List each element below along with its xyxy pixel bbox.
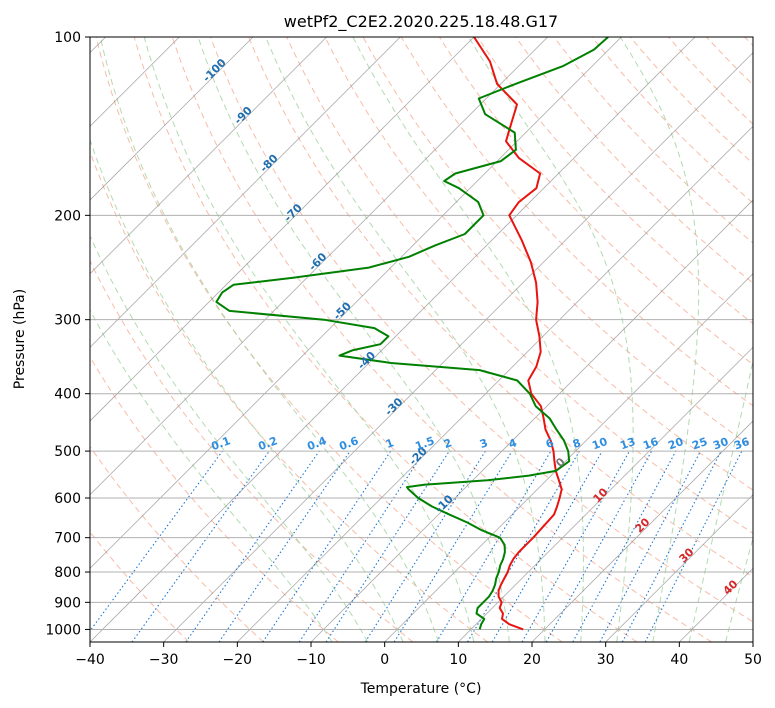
y-axis: 100 200 300 400 500 600 700 800 900 1000	[45, 30, 90, 638]
isotherm-line	[531, 420, 753, 642]
isotherm-line	[310, 199, 753, 642]
isotherm-line	[163, 52, 753, 642]
mixing-ratio-label: 1	[384, 436, 396, 451]
series-layer	[215, 37, 609, 631]
dry-adiabat-line	[515, 37, 753, 284]
mixing-ratio-line	[545, 450, 653, 642]
dry-adiabat-line	[324, 37, 753, 491]
isotherm-line	[90, 37, 327, 275]
dry-adiabat-line	[90, 445, 264, 642]
mixing-ratio-label: 13	[618, 435, 637, 452]
isotherm-line	[90, 37, 622, 569]
y-tick-label: 100	[54, 30, 81, 46]
mixing-ratio-line	[491, 450, 603, 642]
mixing-ratio-label: 0.1	[209, 434, 232, 453]
dry-adiabat-line	[95, 37, 563, 642]
plot-frame	[89, 36, 754, 643]
moist-adiabat-line	[90, 309, 333, 642]
y-tick-label: 500	[54, 444, 81, 460]
mixing-ratio-label: 16	[641, 435, 660, 453]
x-tick-label: 10	[449, 652, 467, 668]
y-tick-label: 400	[54, 387, 81, 403]
dry-adiabat-line	[90, 356, 339, 642]
mixing-ratio-label: 0.4	[305, 434, 328, 453]
y-tick-label: 600	[54, 491, 81, 507]
mixing-ratio-line	[467, 450, 580, 642]
isotherm-line	[90, 37, 475, 422]
y-tick-label: 200	[54, 208, 81, 224]
mixing-ratio-label: 30	[711, 435, 730, 453]
x-tick-label: 50	[744, 652, 762, 668]
pressure-gridlines	[90, 37, 753, 630]
x-axis-label: Temperature (°C)	[360, 681, 482, 697]
x-tick-label: 20	[523, 652, 541, 668]
mixing-ratio-line	[185, 450, 320, 642]
x-tick-label: 30	[597, 652, 615, 668]
isotherm-line	[90, 37, 401, 348]
dry-adiabat-line	[248, 37, 753, 578]
dry-adiabat-line	[210, 37, 753, 623]
isotherm-line	[90, 37, 696, 642]
moist-adiabat-line	[197, 37, 510, 642]
y-axis-label: Pressure (hPa)	[12, 289, 28, 389]
mixing-ratio-label: 1.5	[413, 434, 436, 453]
y-tick-label: 800	[54, 565, 81, 581]
y-tick-label: 900	[54, 595, 81, 611]
mixing-ratio-label: 0.6	[337, 434, 360, 453]
mixing-ratio-line	[218, 450, 351, 642]
mixing-ratio-line	[364, 450, 486, 642]
moist-adiabat-line	[99, 37, 439, 642]
mixing-ratio-label: 2	[442, 436, 454, 451]
background-lines	[90, 37, 753, 642]
mixing-ratio-line	[393, 450, 513, 642]
dry-adiabat-line	[171, 37, 712, 642]
isotherm-line	[458, 346, 753, 642]
isotherm-line	[384, 273, 753, 642]
mixing-ratio-label: 3	[478, 436, 490, 451]
y-tick-label: 300	[54, 313, 81, 329]
mixing-ratio-label: 4	[507, 436, 519, 451]
y-tick-label: 700	[54, 531, 81, 547]
mixing-ratio-line	[572, 450, 677, 642]
mixing-ratio-label: 10	[590, 435, 609, 453]
moist-adiabat-line	[688, 358, 753, 642]
mixing-ratio-label: 8	[571, 436, 583, 451]
temperature-profile-line	[473, 37, 563, 631]
x-tick-label: 40	[670, 652, 688, 668]
mixing-ratio-label: 25	[690, 435, 709, 452]
mixing-ratio-label: 6	[544, 436, 556, 451]
x-axis: −40 −30 −20 −10 0 10 20 30 40 50	[75, 642, 762, 668]
dry-adiabat-line	[90, 259, 414, 642]
moist-adiabat-line	[725, 536, 753, 642]
moist-adiabat-line	[352, 37, 584, 642]
x-tick-label: −30	[149, 652, 179, 668]
isotherm-line	[90, 37, 548, 496]
y-tick-label: 1000	[45, 622, 81, 638]
x-tick-label: 0	[380, 652, 389, 668]
dry-adiabat-line	[286, 37, 753, 534]
chart-title: wetPf2_C2E2.2020.225.18.48.G17	[284, 12, 558, 32]
moist-adiabat-line	[90, 234, 369, 642]
moist-adiabat-line	[265, 37, 546, 642]
isotherm-line	[90, 37, 254, 201]
mixing-ratio-label: 36	[732, 435, 751, 453]
mixing-ratio-line	[325, 450, 450, 642]
x-tick-label: −20	[223, 652, 253, 668]
moist-adiabat-line	[90, 138, 404, 642]
dry-adiabat-line	[133, 37, 638, 642]
mixing-ratio-label: 20	[666, 435, 685, 453]
mixing-ratio-line	[435, 450, 552, 642]
x-tick-label: −10	[296, 652, 326, 668]
dewpoint-profile-line	[215, 37, 609, 630]
isotherm-line	[605, 494, 753, 642]
x-tick-label: −40	[75, 652, 105, 668]
moist-adiabat-line	[619, 37, 700, 642]
mixing-ratio-line	[521, 450, 630, 642]
mixing-ratio-label: 0.2	[256, 434, 279, 453]
